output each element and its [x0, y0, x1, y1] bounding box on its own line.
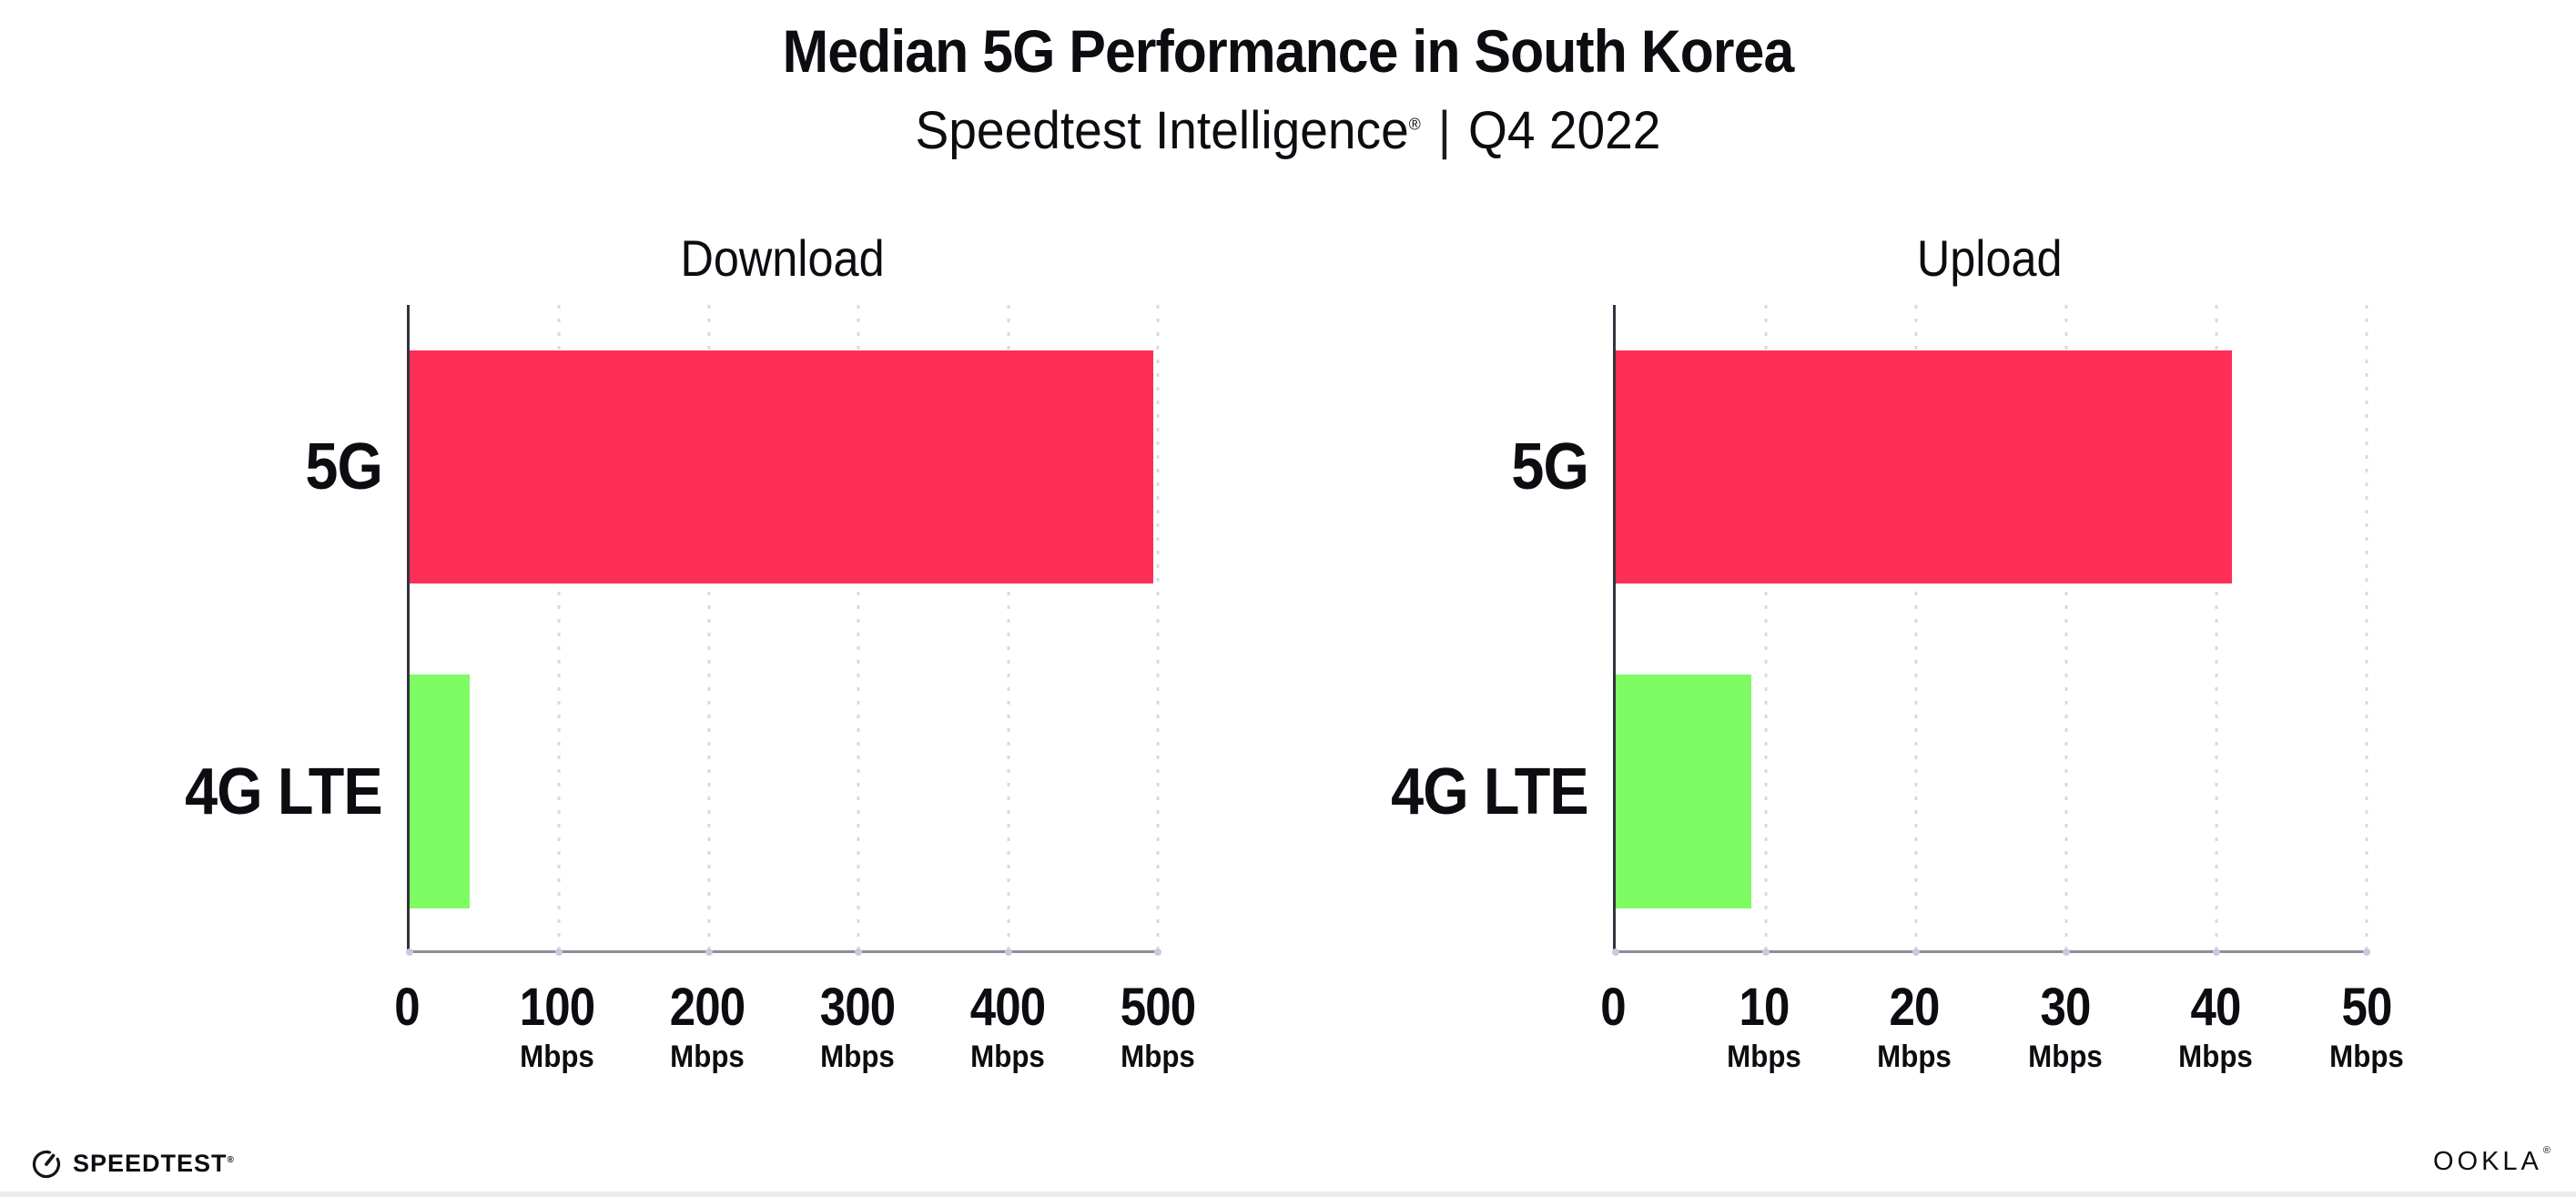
x-tick-unit: Mbps: [1121, 1040, 1195, 1074]
speedtest-gauge-icon: [32, 1150, 61, 1179]
x-tick-unit: Mbps: [1726, 1040, 1801, 1074]
chart-title: Upload: [1917, 229, 2063, 287]
x-tick-label: 100 Mbps: [514, 977, 600, 1075]
bar-5g: [1616, 350, 2232, 584]
x-tick-label: 0: [1598, 977, 1627, 1038]
x-tick-label: 10 Mbps: [1723, 977, 1804, 1075]
gridline-500: [1156, 305, 1160, 950]
speedtest-wordmark: SPEEDTEST®: [73, 1150, 235, 1178]
x-tick-label: 400 Mbps: [965, 977, 1050, 1075]
x-tick-value: 200: [669, 978, 745, 1037]
gridline-400: [1007, 305, 1010, 950]
x-tick-value: 10: [1739, 978, 1790, 1037]
x-tick-value: 0: [394, 978, 420, 1037]
x-tick-label: 40 Mbps: [2175, 977, 2257, 1075]
chart-title: Download: [680, 229, 885, 287]
x-tick-label: 20 Mbps: [1874, 977, 1955, 1075]
download-plot-area: 5G 4G LTE: [185, 305, 1161, 956]
y-category-label: 4G LTE: [185, 755, 383, 828]
tick-mark-40: [2213, 948, 2220, 956]
gridline-300: [857, 305, 860, 950]
y-category-label: 5G: [1511, 430, 1589, 503]
upload-chart-title-row: Upload: [1613, 221, 2367, 305]
x-tick-unit: Mbps: [2329, 1040, 2404, 1074]
x-tick-label: 0: [392, 977, 421, 1038]
x-tick-label: 500 Mbps: [1115, 977, 1201, 1075]
x-tick-unit: Mbps: [2027, 1040, 2103, 1074]
subtitle-separator: |: [1437, 101, 1452, 160]
speedtest-logo: SPEEDTEST®: [31, 1148, 235, 1179]
header: Median 5G Performance in South Korea Spe…: [0, 0, 2576, 161]
y-category-label: 4G LTE: [1391, 755, 1589, 828]
upload-plot-area: 5G 4G LTE: [1391, 305, 2370, 956]
upload-x-axis: 0 10 Mbps 20 Mbps 30 Mbps 40 Mbps 50 Mbps: [1600, 977, 2404, 1131]
speedtest-wordmark-text: SPEEDTEST: [73, 1149, 228, 1177]
x-tick-value: 20: [1889, 978, 1941, 1037]
x-tick-unit: Mbps: [2178, 1040, 2254, 1074]
upload-chart: Upload 5G 4G LTE 0 10 Mbps 20 Mbps 30 Mbps 40 Mbp…: [1391, 221, 2404, 1131]
tick-mark-10: [1762, 948, 1770, 956]
x-tick-unit: Mbps: [970, 1040, 1045, 1074]
tick-mark-50: [2363, 948, 2370, 956]
tick-mark-500: [1154, 948, 1161, 956]
tick-mark-300: [855, 948, 863, 956]
x-tick-label: 30 Mbps: [2024, 977, 2105, 1075]
x-tick-unit: Mbps: [670, 1040, 745, 1074]
x-tick-value: 300: [819, 978, 896, 1037]
x-tick-value: 400: [969, 978, 1046, 1037]
tick-mark-400: [1004, 948, 1012, 956]
x-tick-value: 40: [2190, 978, 2242, 1037]
page-subtitle: Speedtest Intelligence® | Q4 2022: [65, 100, 2512, 161]
tick-mark-20: [1912, 948, 1920, 956]
page-title: Median 5G Performance in South Korea: [782, 17, 1795, 85]
download-x-axis: 0 100 Mbps 200 Mbps 300 Mbps 400 Mbps 500 Mbps: [394, 977, 1196, 1131]
x-tick-unit: Mbps: [820, 1040, 895, 1074]
gridline-40: [2215, 305, 2218, 950]
bar-5g: [410, 350, 1154, 584]
subtitle-product: Speedtest Intelligence: [915, 101, 1409, 160]
download-chart: Download 5G 4G LTE 0 100 Mbps 200 Mbps 300 Mbps…: [185, 221, 1196, 1131]
tick-mark-0: [406, 948, 413, 956]
ookla-wordmark: OOKLA: [2432, 1147, 2542, 1176]
ookla-logo: OOKLA ®: [2432, 1145, 2551, 1177]
bar-4g-lte: [1616, 675, 1751, 908]
gridline-100: [557, 305, 561, 950]
gridline-10: [1764, 305, 1768, 950]
x-tick-label: 50 Mbps: [2327, 977, 2408, 1075]
y-category-label: 5G: [305, 430, 383, 503]
x-tick-value: 0: [1600, 978, 1626, 1037]
ookla-registered-mark: ®: [2542, 1145, 2551, 1156]
x-tick-unit: Mbps: [520, 1040, 594, 1074]
download-chart-title-row: Download: [407, 221, 1158, 305]
x-tick-value: 30: [2040, 978, 2091, 1037]
tick-mark-30: [2063, 948, 2070, 956]
tick-mark-100: [555, 948, 563, 956]
x-tick-value: 100: [519, 978, 595, 1037]
gridline-50: [2365, 305, 2368, 950]
speedtest-registered-mark: ®: [227, 1154, 235, 1165]
gridline-200: [707, 305, 711, 950]
x-tick-label: 200 Mbps: [664, 977, 750, 1075]
x-tick-value: 500: [1120, 978, 1196, 1037]
tick-mark-200: [705, 948, 713, 956]
gridline-20: [1914, 305, 1918, 950]
registered-mark: ®: [1408, 114, 1421, 134]
tick-mark-0: [1612, 948, 1619, 956]
bar-4g-lte: [410, 675, 470, 908]
x-tick-label: 300 Mbps: [815, 977, 900, 1075]
x-tick-unit: Mbps: [1877, 1040, 1952, 1074]
gridline-30: [2064, 305, 2068, 950]
subtitle-period: Q4 2022: [1468, 101, 1661, 160]
x-tick-value: 50: [2341, 978, 2392, 1037]
